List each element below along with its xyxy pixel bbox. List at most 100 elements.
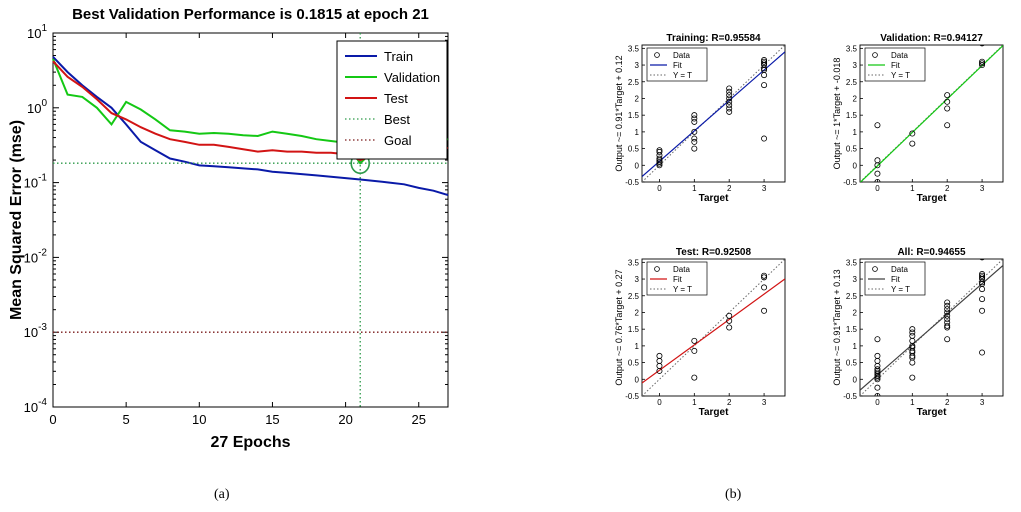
data-point [874, 384, 881, 391]
data-point [691, 138, 698, 145]
legend-label-best: Best [384, 112, 410, 127]
y-tick-label: -0.5 [843, 392, 857, 401]
legend-label-validation: Validation [384, 70, 440, 85]
legend-label-goal: Goal [384, 133, 412, 148]
data-point [761, 284, 768, 291]
data-point [691, 128, 698, 135]
caption-a: (a) [214, 487, 230, 502]
data-point [761, 57, 768, 64]
legend-label-train: Train [384, 49, 413, 64]
data-point [726, 108, 733, 115]
y-tick-label: 101 [27, 23, 47, 41]
y-tick-label: 0 [853, 161, 858, 170]
data-point [691, 115, 698, 122]
legend-box [336, 40, 448, 160]
legend-label-fit: Fit [673, 61, 683, 70]
y-tick-label: -0.5 [625, 178, 639, 187]
y-tick-label: 10-2 [24, 247, 48, 265]
y-tick-label: 2 [853, 94, 858, 103]
data-point [874, 369, 881, 376]
y-tick-label: 2 [853, 308, 858, 317]
data-point [656, 148, 663, 155]
data-point [979, 307, 986, 314]
x-tick-label: 0 [49, 412, 56, 427]
y-tick-label: 2 [635, 308, 640, 317]
data-point [944, 122, 951, 129]
y-tick-label: 3 [635, 61, 640, 70]
performance-plot: Best Validation Performance is 0.1815 at… [8, 6, 449, 451]
legend-label-identity: Y = T [891, 285, 910, 294]
y-tick-label: 1.5 [628, 111, 640, 120]
data-point [944, 98, 951, 105]
y-tick-label: 3.5 [628, 258, 640, 267]
x-tick-label: 0 [657, 398, 662, 407]
identity-line [642, 259, 785, 396]
data-point [979, 349, 986, 356]
data-point [979, 45, 985, 47]
data-point [874, 170, 881, 177]
x-tick-label: 0 [875, 398, 880, 407]
y-tick-label: 1 [853, 342, 858, 351]
data-point [979, 272, 986, 279]
data-point [909, 332, 916, 339]
y-tick-label: 2 [635, 94, 640, 103]
data-point [656, 155, 663, 162]
legend-label-identity: Y = T [891, 71, 910, 80]
x-tick-label: 5 [123, 412, 130, 427]
regression-test: Test: R=0.92508 -0.5 0 0.5 1 1.5 2 2.5 3 3.5 0 1 2 3 T… [614, 247, 786, 418]
x-tick-label: 1 [692, 398, 697, 407]
data-point [761, 135, 768, 142]
y-tick-label: 3.5 [846, 258, 858, 267]
y-tick-base: 10 [24, 325, 38, 340]
y-tick-label: 1 [853, 128, 858, 137]
y-tick-label: 100 [27, 98, 47, 116]
y-axis-label: Output ~= 0.91*Target + 0.13 [832, 269, 842, 385]
caption-b: (b) [725, 487, 742, 502]
y-tick-exponent: -4 [38, 397, 47, 408]
data-point [909, 374, 916, 381]
y-axis-label: Output ~= 0.76*Target + 0.27 [614, 269, 624, 385]
data-point [874, 122, 881, 129]
y-tick-label: 1 [635, 342, 640, 351]
data-point [656, 158, 663, 165]
y-axis-label: Mean Squared Error (mse) [8, 120, 25, 320]
legend-label-identity: Y = T [673, 285, 692, 294]
legend-label-data: Data [673, 265, 690, 274]
data-point [874, 179, 881, 182]
y-tick-label: 0.5 [628, 359, 640, 368]
x-tick-label: 10 [192, 412, 206, 427]
legend-label-test: Test [384, 91, 408, 106]
data-point [761, 307, 768, 314]
y-tick-base: 10 [24, 400, 38, 415]
regression-title: Validation: R=0.94127 [880, 33, 983, 44]
y-tick-label: 2.5 [628, 292, 640, 301]
data-point [874, 157, 881, 164]
data-point [979, 271, 986, 278]
data-point [691, 374, 698, 381]
y-tick-label: -0.5 [625, 392, 639, 401]
y-tick-base: 10 [24, 250, 38, 265]
y-tick-label: 10-3 [24, 322, 48, 340]
data-point [656, 352, 663, 359]
data-point [761, 272, 768, 279]
data-point [874, 352, 881, 359]
legend-label-data: Data [891, 265, 908, 274]
legend-label-fit: Fit [891, 61, 901, 70]
y-tick-label: 3.5 [846, 44, 858, 53]
data-point [979, 259, 985, 261]
y-tick-label: 10-4 [24, 397, 48, 415]
legend-label-fit: Fit [673, 275, 683, 284]
data-point [979, 60, 986, 67]
legend-swatch-data [872, 266, 878, 272]
data-point [909, 344, 916, 351]
data-point [874, 393, 881, 396]
data-point [979, 62, 986, 69]
x-tick-label: 3 [762, 398, 767, 407]
regression-validation: Validation: R=0.94127 -0.5 0 0.5 1 1.5 2 2.5 3 3.… [832, 33, 1004, 204]
data-point [691, 118, 698, 125]
y-tick-exponent: -2 [38, 247, 47, 258]
x-tick-label: 1 [910, 184, 915, 193]
data-point [761, 58, 768, 65]
data-point [944, 316, 951, 323]
data-point [874, 366, 881, 373]
